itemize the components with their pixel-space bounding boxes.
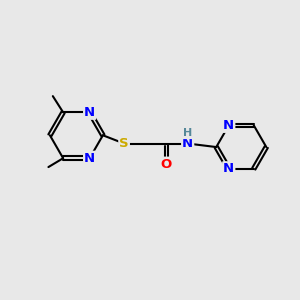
Text: N: N	[223, 119, 234, 132]
Text: O: O	[161, 158, 172, 171]
Text: N: N	[182, 137, 193, 150]
Text: N: N	[223, 162, 234, 175]
Text: N: N	[84, 106, 95, 119]
Text: N: N	[84, 152, 95, 165]
Text: S: S	[119, 137, 129, 150]
Text: H: H	[183, 128, 192, 138]
